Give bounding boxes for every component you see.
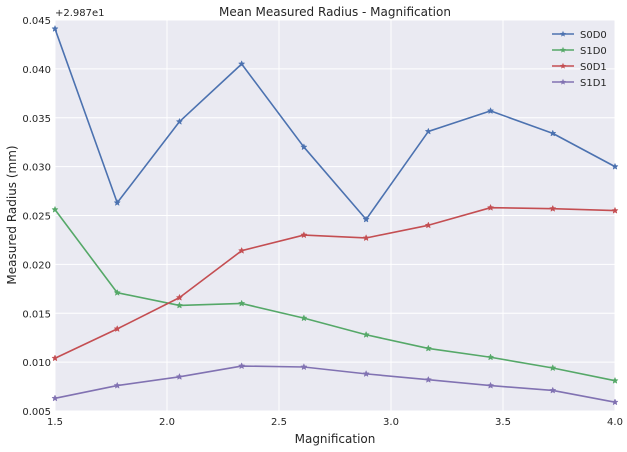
data-point xyxy=(113,288,121,296)
y-tick-label: 0.020 xyxy=(22,260,51,271)
data-point xyxy=(362,330,370,338)
y-tick-label: 0.005 xyxy=(22,407,51,418)
series-layer xyxy=(51,24,619,406)
chart-title: Mean Measured Radius - Magnification xyxy=(219,5,451,19)
data-point xyxy=(611,376,619,384)
data-point xyxy=(51,394,59,402)
series-s0d0 xyxy=(51,24,619,223)
data-point xyxy=(300,363,308,371)
series-s0d1 xyxy=(51,203,619,362)
data-point xyxy=(424,221,432,229)
data-point xyxy=(486,353,495,361)
legend-label: S0D1 xyxy=(580,62,607,73)
y-tick-label: 0.035 xyxy=(22,114,51,125)
legend-entry: S0D1 xyxy=(552,62,607,73)
legend-marker xyxy=(559,30,567,37)
x-tick-label: 1.5 xyxy=(47,417,63,428)
legend-label: S0D0 xyxy=(580,30,607,41)
legend-marker xyxy=(559,46,567,53)
series-line xyxy=(54,28,616,221)
series-s1d1 xyxy=(51,362,619,406)
data-point xyxy=(549,386,557,394)
legend-label: S1D1 xyxy=(580,78,607,89)
data-point xyxy=(51,205,59,213)
legend-marker xyxy=(559,62,567,69)
data-point xyxy=(175,372,184,380)
data-point xyxy=(300,231,308,239)
data-point xyxy=(300,314,308,322)
data-point xyxy=(175,293,184,301)
legend-entry: S1D1 xyxy=(552,78,607,89)
y-tick-label: 0.025 xyxy=(22,212,51,223)
data-point xyxy=(424,127,432,135)
data-point xyxy=(51,354,59,362)
legend-marker xyxy=(559,78,567,85)
y-offset-label: +2.987e1 xyxy=(55,8,105,19)
data-point xyxy=(238,362,246,370)
x-tick-label: 3.5 xyxy=(495,417,511,428)
data-point xyxy=(362,370,370,377)
data-point xyxy=(237,246,246,254)
data-point xyxy=(51,24,59,32)
data-point xyxy=(113,381,121,389)
series-line xyxy=(54,206,616,359)
y-tick-label: 0.030 xyxy=(22,163,51,174)
data-point xyxy=(611,206,619,214)
data-point xyxy=(486,381,495,389)
data-point xyxy=(486,203,495,211)
data-point xyxy=(549,364,557,372)
legend-entry: S1D0 xyxy=(552,46,607,57)
data-point xyxy=(362,215,370,223)
x-tick-label: 4.0 xyxy=(607,417,623,428)
data-point xyxy=(113,325,121,333)
series-line xyxy=(54,209,616,382)
data-point xyxy=(300,143,308,151)
data-point xyxy=(238,60,246,68)
y-tick-label: 0.040 xyxy=(22,65,51,76)
data-point xyxy=(113,198,121,206)
x-tick-label: 3.0 xyxy=(383,417,399,428)
data-point xyxy=(238,299,246,307)
data-point xyxy=(486,107,495,115)
legend-entry: S0D0 xyxy=(552,30,607,41)
y-tick-label: 0.045 xyxy=(22,16,51,27)
data-point xyxy=(175,301,184,309)
y-tick-label: 0.015 xyxy=(22,309,51,320)
data-point xyxy=(611,162,619,170)
series-line xyxy=(54,365,616,403)
data-point xyxy=(549,204,557,212)
data-point xyxy=(424,375,433,383)
x-axis-label: Magnification xyxy=(295,432,376,446)
legend-label: S1D0 xyxy=(580,46,607,57)
data-point xyxy=(362,234,370,242)
series-s1d0 xyxy=(51,205,619,384)
data-point xyxy=(424,344,433,352)
legend: S0D0 S1D0 S0D1 S1D1 xyxy=(552,30,607,89)
y-axis-label: Measured Radius (mm) xyxy=(5,145,19,284)
data-point xyxy=(611,398,619,406)
x-tick-label: 2.0 xyxy=(159,417,175,428)
data-point xyxy=(549,129,557,137)
data-point xyxy=(175,117,184,125)
y-tick-label: 0.010 xyxy=(22,358,51,369)
x-tick-label: 2.5 xyxy=(271,417,287,428)
tick-labels: 1.5 2.0 2.5 3.0 3.5 4.0 0.005 0.010 0.015 0.020 0.… xyxy=(22,16,623,428)
